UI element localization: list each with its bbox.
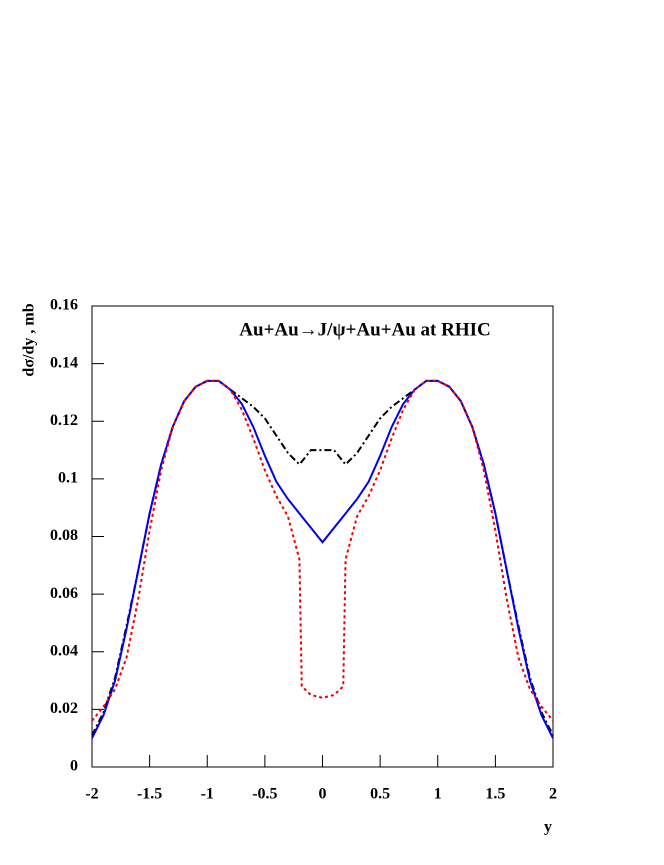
x-tick-label: 0 [319, 786, 327, 803]
x-axis-label: y [544, 819, 552, 836]
chart-title: Au+Au→J/ψ+Au+Au at RHIC [239, 319, 490, 340]
y-tick-label: 0.04 [50, 642, 78, 659]
plot-frame [91, 305, 554, 768]
y-tick-label: 0.16 [50, 297, 78, 314]
x-tick-label: 2 [549, 786, 557, 803]
x-tick-label: -1 [201, 786, 214, 803]
x-tick-label: -0.5 [252, 786, 277, 803]
x-tick-label: -1.5 [137, 786, 162, 803]
y-tick-label: 0.02 [50, 700, 78, 717]
series-line [91, 379, 554, 722]
x-tick-label: 0.5 [370, 786, 390, 803]
y-tick-label: 0.12 [50, 412, 78, 429]
series-line [91, 379, 554, 739]
y-tick-label: 0.06 [50, 585, 78, 602]
x-tick-label: 1 [434, 786, 442, 803]
y-tick-label: 0.14 [50, 354, 78, 371]
y-tick-label: 0.1 [58, 470, 78, 487]
y-tick-label: 0.08 [50, 527, 78, 544]
y-axis-label: dσ/dy , mb [21, 303, 38, 376]
series-line [91, 379, 554, 736]
x-tick-label: -2 [85, 786, 98, 803]
y-tick-label: 0 [70, 758, 78, 775]
x-tick-label: 1.5 [485, 786, 505, 803]
